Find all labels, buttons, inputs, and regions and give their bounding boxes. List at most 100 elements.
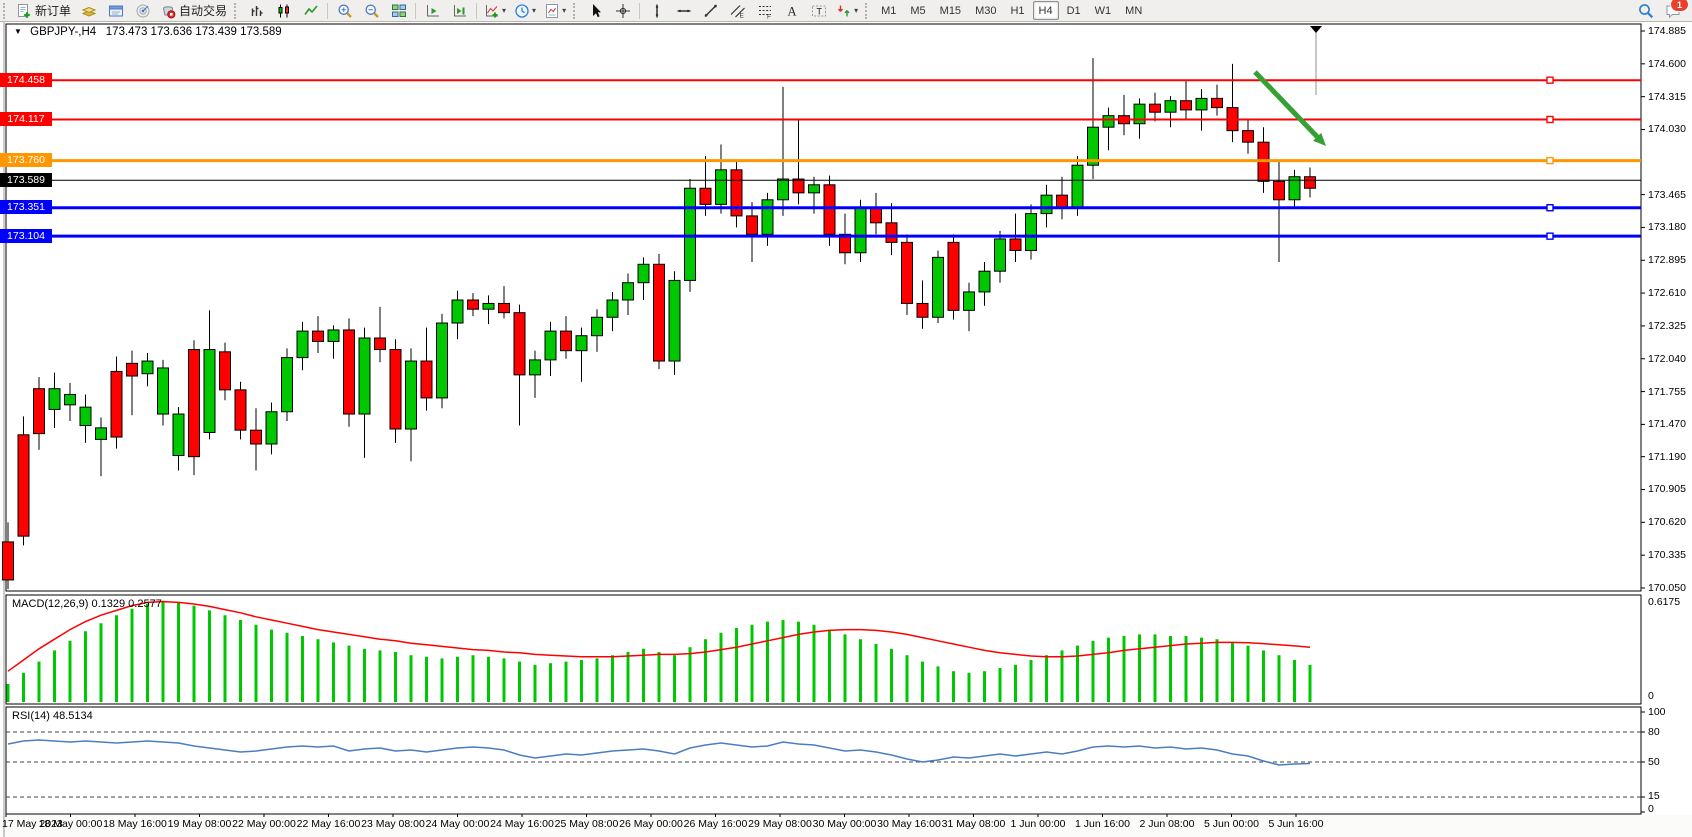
chevron-down-icon: ▾ bbox=[532, 6, 537, 15]
candle bbox=[653, 263, 665, 362]
zoom-in-icon bbox=[337, 3, 353, 19]
line-handle[interactable] bbox=[1546, 76, 1554, 84]
svg-text:E: E bbox=[739, 12, 744, 19]
line-handle[interactable] bbox=[10, 232, 18, 240]
line-handle[interactable] bbox=[10, 115, 18, 124]
candle bbox=[591, 316, 603, 337]
candle bbox=[637, 263, 650, 284]
candle bbox=[420, 360, 433, 399]
text-tool-button[interactable]: A bbox=[779, 0, 804, 21]
auto-scroll-icon bbox=[425, 3, 441, 19]
line-handle[interactable] bbox=[10, 156, 18, 165]
crosshair-icon bbox=[615, 3, 631, 19]
candle bbox=[823, 184, 836, 235]
tile-windows-button[interactable] bbox=[386, 0, 411, 21]
timeframe-m5[interactable]: M5 bbox=[910, 4, 926, 17]
zoom-in-button[interactable] bbox=[332, 0, 357, 21]
line-handle[interactable] bbox=[10, 76, 18, 84]
zoom-out-button[interactable] bbox=[359, 0, 384, 21]
line-handle[interactable] bbox=[1546, 156, 1554, 165]
templates-button[interactable]: ▾ bbox=[541, 0, 569, 21]
candle bbox=[1025, 213, 1037, 251]
notification-badge: 1 bbox=[1670, 0, 1689, 12]
candle bbox=[234, 389, 247, 431]
horizontal-line-button[interactable] bbox=[671, 0, 696, 21]
arrows-tool-button[interactable]: ▾ bbox=[833, 0, 861, 21]
chart-shift-icon bbox=[452, 3, 468, 19]
line-handle[interactable] bbox=[1546, 232, 1554, 240]
candle bbox=[312, 330, 324, 342]
search-icon bbox=[1638, 3, 1654, 19]
new-order-label: 新订单 bbox=[35, 4, 72, 18]
new-order-button[interactable]: 新订单 bbox=[13, 0, 74, 21]
candle bbox=[1273, 180, 1285, 201]
indicators-button[interactable]: ▾ bbox=[481, 0, 509, 21]
vertical-line-icon bbox=[649, 3, 665, 19]
candle bbox=[684, 187, 696, 281]
toolbar: 新订单 自动交易 ▾ ▾ ▾ E F A T ▾ M1 M5 M15 M30 H… bbox=[0, 0, 1692, 22]
timeframe-mn[interactable]: MN bbox=[1125, 4, 1143, 17]
auto-trading-icon bbox=[160, 3, 176, 19]
cursor-icon bbox=[588, 3, 604, 19]
candle bbox=[932, 256, 944, 318]
line-handle[interactable] bbox=[1546, 204, 1554, 212]
equidistant-channel-button[interactable]: E bbox=[725, 0, 750, 21]
candle bbox=[1211, 97, 1223, 109]
auto-trading-button[interactable]: 自动交易 bbox=[157, 0, 230, 21]
toolbar-grip bbox=[3, 2, 9, 19]
cursor-button[interactable] bbox=[583, 0, 608, 21]
market-watch-button[interactable] bbox=[76, 0, 101, 21]
candle bbox=[172, 413, 185, 457]
candle bbox=[498, 302, 510, 314]
timeframe-m30[interactable]: M30 bbox=[975, 4, 997, 17]
candle bbox=[436, 322, 448, 399]
candle bbox=[126, 362, 138, 377]
chat-button[interactable]: 1 bbox=[1660, 0, 1689, 21]
timeframe-d1[interactable]: D1 bbox=[1066, 4, 1081, 17]
line-handle[interactable] bbox=[10, 204, 18, 212]
bar-chart-button[interactable] bbox=[244, 0, 269, 21]
candle bbox=[575, 335, 588, 352]
search-button[interactable] bbox=[1633, 0, 1658, 21]
timeframe-h1[interactable]: H1 bbox=[1010, 4, 1025, 17]
candle bbox=[1195, 97, 1208, 111]
candle bbox=[327, 329, 340, 342]
candle bbox=[1149, 103, 1161, 113]
timeframe-w1[interactable]: W1 bbox=[1094, 4, 1112, 17]
candlestick-chart-button[interactable] bbox=[271, 0, 296, 21]
auto-scroll-button[interactable] bbox=[420, 0, 445, 21]
timeframe-m1[interactable]: M1 bbox=[881, 4, 897, 17]
line-handle[interactable] bbox=[1546, 115, 1554, 124]
candle bbox=[343, 329, 355, 415]
candle bbox=[1133, 103, 1146, 125]
candle bbox=[746, 215, 758, 235]
candle bbox=[482, 302, 495, 310]
fibonacci-button[interactable]: F bbox=[752, 0, 777, 21]
trendline-button[interactable] bbox=[698, 0, 723, 21]
candle bbox=[544, 330, 557, 361]
data-window-button[interactable] bbox=[103, 0, 128, 21]
timeframe-m15[interactable]: M15 bbox=[939, 4, 962, 17]
timeframe-h4[interactable]: H4 bbox=[1032, 1, 1059, 20]
periods-button[interactable]: ▾ bbox=[511, 0, 539, 21]
candle bbox=[48, 388, 61, 410]
crosshair-button[interactable] bbox=[610, 0, 635, 21]
label-tool-button[interactable]: T bbox=[806, 0, 831, 21]
candle bbox=[916, 302, 929, 318]
trend-arrow-annotation[interactable] bbox=[1253, 70, 1321, 141]
chart-shift-marker[interactable] bbox=[1310, 26, 1322, 33]
chart-shift-button[interactable] bbox=[447, 0, 472, 21]
new-order-icon bbox=[16, 3, 32, 19]
svg-text:F: F bbox=[767, 13, 771, 19]
candle bbox=[296, 330, 309, 359]
candle bbox=[79, 406, 92, 427]
candle bbox=[529, 359, 541, 376]
vertical-line-button[interactable] bbox=[644, 0, 669, 21]
candle bbox=[358, 337, 371, 415]
indicators-icon bbox=[484, 3, 500, 19]
navigator-button[interactable] bbox=[130, 0, 155, 21]
candle bbox=[374, 337, 386, 351]
line-chart-button[interactable] bbox=[298, 0, 323, 21]
candle bbox=[761, 199, 774, 235]
